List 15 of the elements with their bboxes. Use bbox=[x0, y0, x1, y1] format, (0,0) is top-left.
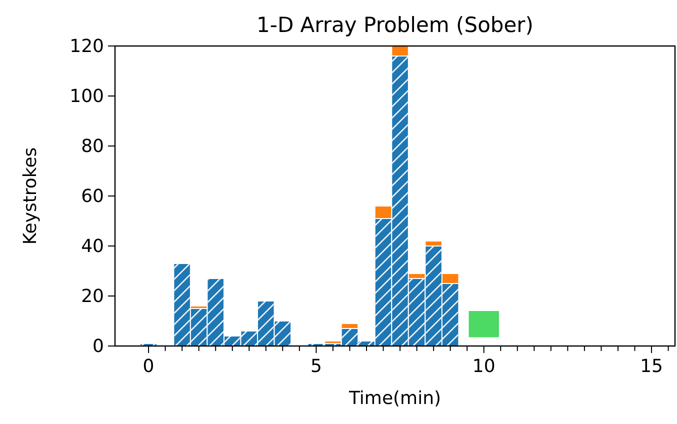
y-tick-label: 60 bbox=[81, 186, 104, 207]
y-tick-label: 40 bbox=[81, 236, 104, 257]
y-tick-label: 0 bbox=[92, 336, 104, 357]
x-tick-label: 10 bbox=[472, 356, 496, 377]
y-tick-label: 100 bbox=[70, 86, 104, 107]
chart-title: 1-D Array Problem (Sober) bbox=[256, 13, 534, 37]
x-axis-title: Time(min) bbox=[348, 388, 442, 409]
bar bbox=[468, 311, 499, 338]
y-tick-label: 120 bbox=[70, 36, 104, 57]
x-tick-label: 15 bbox=[640, 356, 663, 377]
y-axis-title: Keystrokes bbox=[20, 147, 41, 245]
y-tick-label: 20 bbox=[81, 286, 104, 307]
x-tick-label: 0 bbox=[142, 356, 154, 377]
y-tick-label: 80 bbox=[81, 136, 104, 157]
x-tick-label: 5 bbox=[310, 356, 322, 377]
